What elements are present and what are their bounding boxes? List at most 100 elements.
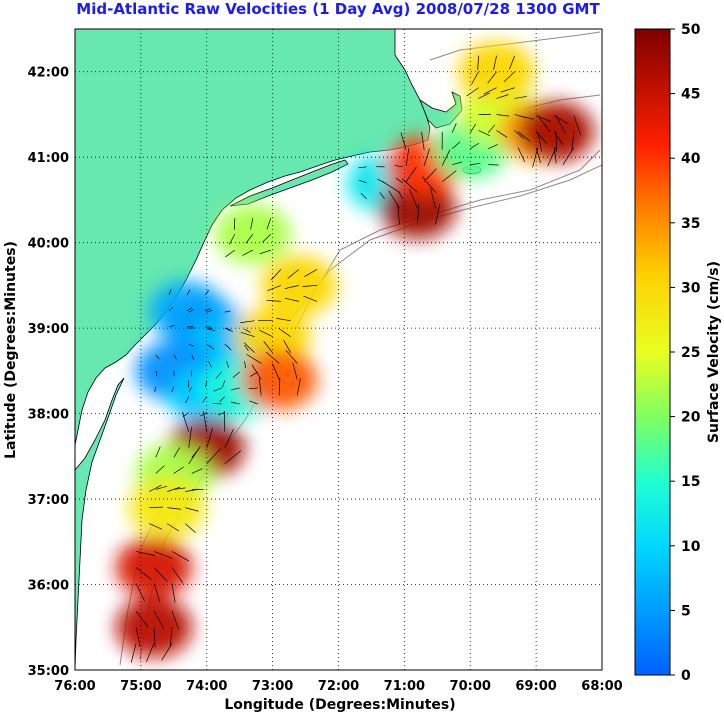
current-vector	[222, 380, 226, 388]
x-tick-label: 69:00	[515, 679, 556, 694]
current-vector	[168, 289, 172, 296]
current-vector	[395, 177, 403, 184]
current-vector	[304, 269, 318, 277]
current-vector	[155, 485, 168, 490]
current-vector	[219, 396, 225, 402]
current-vector	[394, 165, 403, 168]
current-vector	[470, 142, 480, 149]
current-vector	[155, 465, 165, 474]
current-vector	[154, 386, 157, 393]
current-vector	[155, 370, 158, 377]
current-vector	[266, 299, 282, 302]
current-vector	[452, 141, 461, 149]
colorbar-tick-label: 30	[681, 280, 701, 296]
x-tick-label: 71:00	[384, 679, 425, 694]
current-vector	[206, 309, 213, 313]
current-vector	[397, 203, 400, 225]
grid-lines	[75, 29, 602, 670]
current-vector	[251, 364, 262, 380]
current-vector	[204, 308, 211, 312]
current-vector	[451, 123, 457, 133]
current-vector	[248, 387, 258, 390]
current-vector	[537, 115, 551, 133]
current-vector	[478, 130, 490, 136]
y-axis-label: Latitude (Degrees:Minutes)	[3, 241, 19, 459]
current-vector	[283, 339, 291, 353]
current-vector	[258, 378, 262, 396]
current-vector	[206, 448, 221, 465]
y-ticks: 35:00 36:00 37:00 38:00 39:00 40:00 41:00 42:00	[28, 66, 69, 679]
current-vector	[168, 324, 175, 328]
current-vector	[483, 87, 497, 95]
current-vector	[250, 218, 254, 230]
current-vector	[230, 387, 240, 391]
x-tick-label: 74:00	[186, 679, 227, 694]
current-vector	[381, 180, 400, 193]
current-vector	[573, 115, 581, 135]
current-vector	[278, 378, 281, 396]
x-axis-label: Longitude (Degrees:Minutes)	[224, 697, 455, 713]
current-vector	[203, 411, 208, 432]
current-vector	[186, 307, 193, 312]
current-vector	[215, 371, 222, 379]
current-vector	[186, 289, 191, 296]
current-vector	[213, 387, 222, 392]
current-vector	[270, 269, 282, 281]
current-vector	[555, 131, 557, 153]
current-vector	[263, 341, 273, 353]
current-vector	[435, 204, 441, 225]
current-vector	[173, 354, 177, 360]
current-vector	[186, 325, 194, 328]
x-tick-label: 68:00	[581, 679, 622, 694]
y-tick-label: 37:00	[28, 493, 69, 508]
current-vector	[224, 327, 231, 330]
current-vector	[242, 249, 254, 256]
current-vector	[202, 396, 208, 403]
current-vector	[441, 170, 457, 183]
current-vector	[169, 627, 173, 648]
current-vector	[153, 567, 168, 582]
current-vector	[514, 130, 525, 140]
current-vector	[246, 353, 262, 364]
current-vector	[191, 448, 200, 458]
current-vector	[360, 192, 367, 200]
current-vector	[285, 350, 298, 364]
current-vector	[562, 147, 575, 166]
current-vector	[130, 643, 137, 663]
current-vector	[245, 233, 254, 244]
colorbar-tick-label: 10	[681, 539, 701, 555]
current-vector	[135, 551, 156, 556]
current-vector	[226, 361, 229, 368]
current-vector	[262, 233, 272, 243]
current-vector	[452, 161, 463, 165]
current-vector	[191, 468, 203, 474]
current-vector	[496, 130, 508, 138]
current-vector	[185, 507, 199, 512]
current-vector	[161, 643, 173, 661]
current-vector	[171, 386, 175, 393]
current-vector	[292, 362, 298, 380]
current-vector	[244, 328, 251, 333]
current-vector	[149, 523, 162, 530]
y-tick-label: 38:00	[28, 408, 69, 423]
current-vector	[226, 328, 234, 332]
current-vector	[276, 318, 291, 322]
current-vector	[188, 343, 195, 347]
southern-coast	[75, 377, 125, 670]
current-vector	[185, 488, 199, 492]
chart-title: Mid-Atlantic Raw Velocities (1 Day Avg) …	[76, 0, 600, 18]
x-tick-label: 70:00	[450, 679, 491, 694]
colorbar-tick-label: 0	[681, 668, 691, 684]
colorbar-tick-label: 20	[681, 410, 701, 426]
current-vector	[487, 124, 496, 133]
plot-frame	[74, 28, 603, 671]
current-vector	[240, 320, 255, 324]
current-vector	[509, 55, 515, 70]
current-vector	[155, 446, 161, 458]
current-vector	[167, 523, 180, 532]
current-vector	[441, 149, 451, 166]
x-tick-label: 72:00	[318, 679, 359, 694]
current-vector	[224, 310, 231, 313]
current-vector	[518, 115, 534, 120]
